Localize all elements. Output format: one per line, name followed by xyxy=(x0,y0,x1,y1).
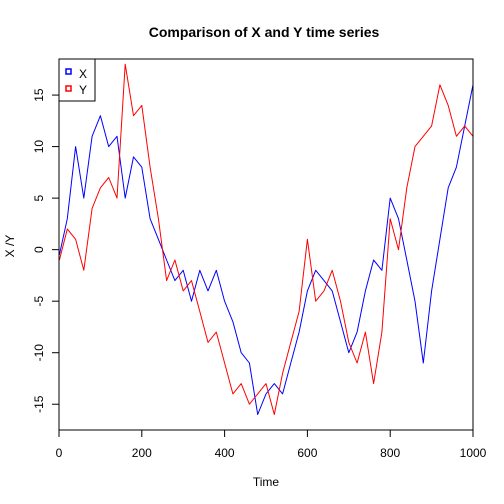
x-tick-label: 1000 xyxy=(460,446,487,460)
x-axis: 0 200 400 600 800 1000 xyxy=(56,429,487,460)
x-tick-label: 400 xyxy=(215,446,235,460)
series-line-x xyxy=(58,84,474,415)
y-axis-label: X /Y xyxy=(3,235,17,258)
series-line-y xyxy=(58,63,474,415)
y-tick-label: 0 xyxy=(32,246,46,253)
y-tick-label: -5 xyxy=(32,296,46,307)
x-tick-label: 600 xyxy=(297,446,317,460)
plot-frame xyxy=(58,58,474,431)
chart-title: Comparison of X and Y time series xyxy=(149,24,380,40)
y-tick-label: -10 xyxy=(32,344,46,362)
legend-label-y: Y xyxy=(79,83,87,97)
x-tick-label: 0 xyxy=(56,446,63,460)
x-axis-label: Time xyxy=(253,475,280,489)
y-tick-label: -15 xyxy=(32,395,46,413)
x-tick-label: 200 xyxy=(132,446,152,460)
legend-marker-x xyxy=(65,68,72,75)
series-layer xyxy=(58,63,474,415)
legend-label-x: X xyxy=(79,67,87,81)
y-tick-label: 5 xyxy=(32,194,46,201)
x-tick-label: 800 xyxy=(380,446,400,460)
y-tick-label: 10 xyxy=(32,140,46,154)
legend: X Y xyxy=(58,58,96,102)
legend-box xyxy=(58,58,96,102)
legend-marker-y xyxy=(65,85,72,92)
y-tick-label: 15 xyxy=(32,88,46,102)
y-axis: -15 -10 -5 0 5 10 15 xyxy=(32,88,60,413)
